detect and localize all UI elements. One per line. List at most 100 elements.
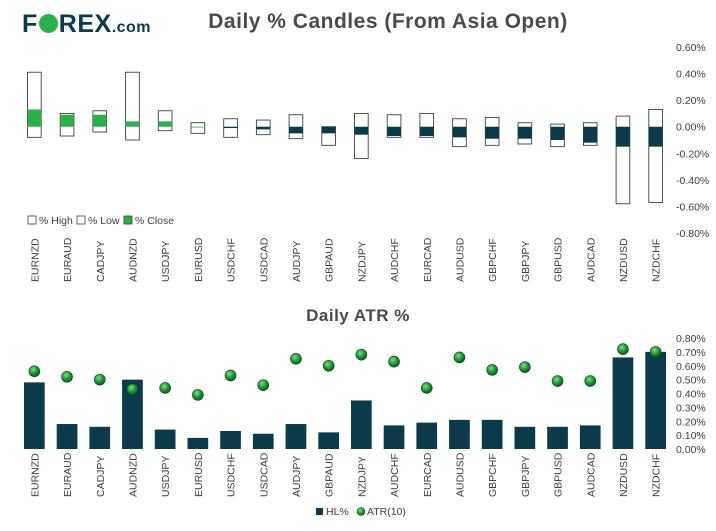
atr-category-label: GBPAUD: [324, 453, 336, 497]
atr-marker: [486, 364, 498, 376]
atr-hl-bar: [612, 357, 634, 449]
candle-category-label: EURCAD: [422, 237, 434, 282]
forex-logo: F REX.com: [22, 10, 152, 38]
atr-category-label: EURAUD: [62, 452, 74, 497]
candle-category-label: GBPJPY: [520, 241, 532, 282]
candle-range: [125, 71, 140, 141]
atr-category-label: AUDCAD: [585, 452, 597, 497]
atr-y-tick-label: 0.50%: [676, 375, 706, 387]
atr-hl-bar: [89, 426, 111, 449]
candle-legend-label: % Low: [88, 215, 120, 227]
atr-category-label: NZDCHF: [651, 454, 663, 497]
atr-marker: [93, 373, 106, 386]
candle-category-label: GBPUSD: [553, 237, 565, 282]
candle-category-label: AUDUSD: [454, 237, 466, 282]
candle-body: [550, 126, 565, 140]
atr-hl-bar: [547, 426, 568, 449]
logo-globe-icon: [38, 14, 58, 33]
candle-range: [157, 110, 173, 132]
atr-marker: [649, 346, 662, 358]
candle-range: [27, 71, 42, 138]
atr-marker: [584, 375, 597, 387]
candle-category-label: CADJPY: [95, 241, 107, 282]
atr-hl-bar: [449, 419, 470, 449]
atr-hl-bar: [252, 433, 274, 449]
atr-hl-bar: [579, 425, 601, 449]
atr-hl-bar: [285, 424, 307, 449]
atr-category-label: USDCHF: [226, 453, 238, 497]
candle-category-label: AUDJPY: [291, 241, 303, 282]
atr-marker: [453, 351, 466, 364]
candle-category-label: EURNZD: [29, 238, 41, 282]
candle-legend-swatch: [76, 215, 86, 225]
atr-chart-title: Daily ATR %: [306, 306, 410, 325]
atr-category-label: EURNZD: [29, 453, 41, 497]
atr-marker: [192, 389, 204, 401]
atr-marker: [126, 383, 139, 396]
candle-body: [419, 126, 434, 137]
candle-y-tick-label: 0.20%: [676, 95, 706, 107]
atr-y-tick-label: 0.40%: [676, 389, 706, 401]
atr-y-tick-label: 0.80%: [676, 333, 706, 345]
atr-hl-bar: [187, 437, 209, 449]
atr-category-label: USDCAD: [258, 452, 270, 497]
candle-range: [354, 112, 369, 160]
atr-marker: [519, 361, 531, 373]
candle-body: [60, 114, 74, 127]
candle-body: [583, 126, 598, 143]
candle-category-label: USDCAD: [258, 237, 270, 282]
atr-category-label: AUDUSD: [454, 452, 466, 497]
candle-category-label: AUDCHF: [389, 238, 401, 282]
candle-body: [485, 126, 499, 139]
atr-hl-bar: [351, 400, 372, 449]
atr-legend-swatch-hl: [316, 508, 323, 515]
atr-category-label: NZDJPY: [356, 456, 368, 497]
candle-body: [125, 121, 140, 127]
atr-marker: [388, 355, 400, 368]
candle-y-tick-label: -0.80%: [676, 228, 709, 240]
atr-marker: [551, 375, 564, 387]
atr-hl-bar: [24, 382, 45, 449]
candle-legend-label: % Close: [135, 215, 174, 227]
atr-category-label: CADJPY: [95, 456, 107, 497]
atr-marker: [257, 379, 270, 391]
atr-y-tick-label: 0.20%: [676, 416, 706, 428]
atr-category-label: GBPUSD: [553, 452, 565, 497]
candle-y-tick-label: -0.60%: [676, 201, 709, 213]
atr-legend-label-hl: HL%: [326, 506, 349, 518]
candle-body: [256, 126, 271, 130]
atr-category-label: AUDCHF: [389, 453, 401, 497]
atr-marker: [617, 343, 629, 355]
atr-hl-bar: [645, 351, 666, 449]
atr-y-tick-label: 0.10%: [676, 430, 706, 442]
candle-range: [190, 122, 206, 134]
candle-category-label: GBPAUD: [324, 238, 336, 282]
candle-category-label: NZDCHF: [651, 239, 663, 282]
candle-range: [648, 108, 663, 203]
candle-legend-label: % High: [39, 215, 73, 227]
candle-body: [616, 126, 630, 147]
candle-body: [191, 126, 205, 128]
candle-legend-swatch: [123, 215, 133, 225]
candle-category-label: GBPCHF: [487, 238, 499, 282]
candle-body: [354, 126, 369, 135]
candle-body: [223, 126, 238, 129]
atr-hl-bar: [122, 379, 143, 449]
atr-category-label: USDJPY: [160, 456, 172, 497]
atr-marker: [159, 382, 171, 394]
candle-category-label: USDJPY: [160, 241, 172, 282]
candle-body: [518, 126, 532, 139]
atr-hl-bar: [383, 425, 405, 449]
atr-category-label: EURUSD: [193, 452, 205, 497]
candle-category-label: NZDUSD: [618, 238, 630, 282]
atr-category-label: AUDJPY: [291, 456, 303, 497]
atr-y-tick-label: 0.70%: [676, 347, 706, 359]
candle-y-tick-label: -0.40%: [676, 175, 709, 187]
atr-hl-bar: [56, 424, 78, 449]
candle-body: [321, 126, 336, 134]
atr-marker: [28, 365, 41, 378]
atr-y-tick-label: 0.30%: [676, 402, 706, 414]
candle-body: [92, 114, 107, 127]
atr-hl-bar: [318, 432, 339, 449]
